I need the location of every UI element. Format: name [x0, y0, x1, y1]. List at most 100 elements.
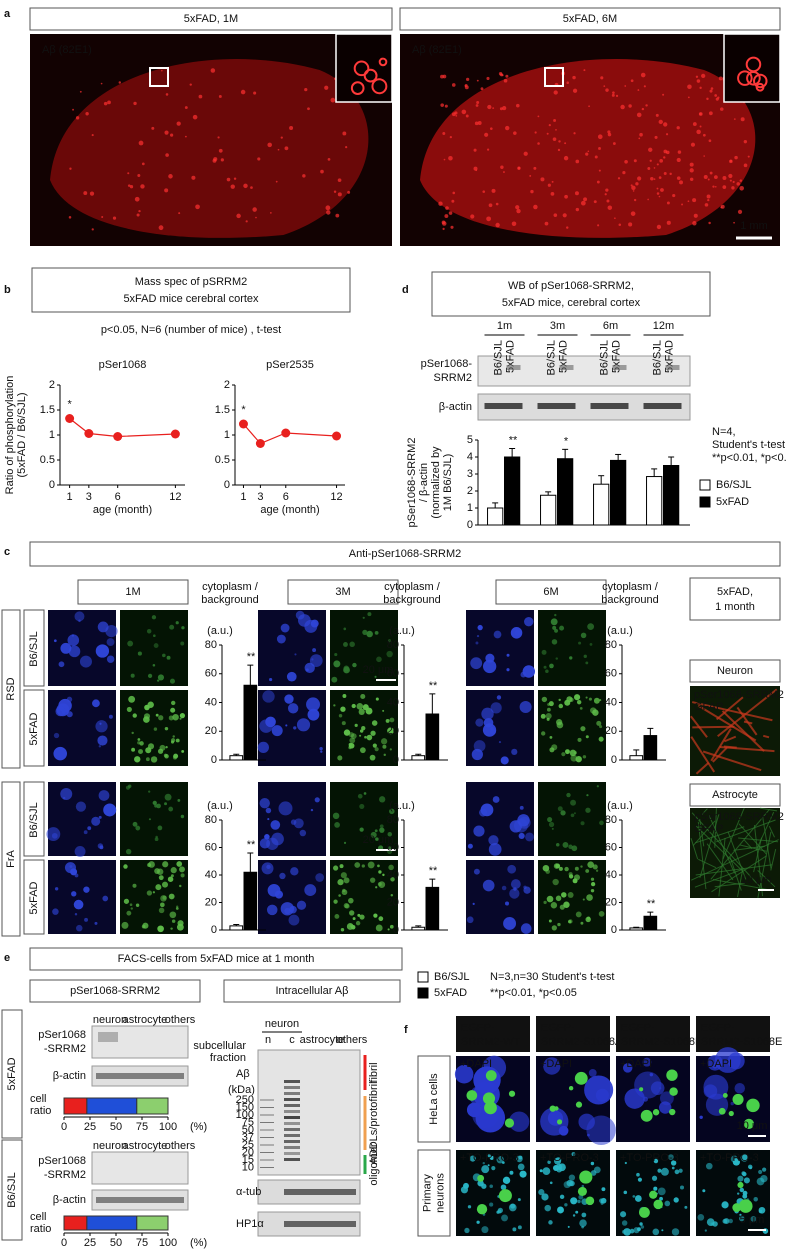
error-bar [429, 693, 436, 714]
micrograph-feature [52, 908, 59, 915]
micrograph-feature [570, 754, 578, 762]
side-header-text: 1 month [715, 601, 755, 613]
micrograph-feature [369, 877, 376, 883]
plaque [713, 175, 718, 179]
micrograph-feature [266, 864, 271, 869]
bar-segment [86, 1097, 138, 1115]
micrograph-feature [376, 656, 382, 663]
speckle [504, 1118, 515, 1128]
micrograph [536, 1150, 610, 1236]
micrograph-feature [509, 1170, 514, 1175]
micrograph-feature [386, 650, 393, 658]
x-tick-label: 0 [61, 1121, 67, 1133]
micrograph-feature [284, 694, 294, 704]
micrograph-feature [315, 873, 325, 882]
speckle [498, 1189, 512, 1203]
plaque [676, 176, 681, 180]
micrograph-feature [60, 787, 73, 800]
micrograph-feature [517, 1225, 522, 1230]
y-tick-label: 0 [611, 924, 617, 936]
band [484, 403, 523, 409]
bar [643, 915, 658, 931]
micrograph-feature [653, 1158, 659, 1164]
micrograph-feature [473, 868, 480, 875]
blot [91, 1025, 189, 1059]
micrograph-feature [567, 1225, 570, 1228]
micrograph-feature [466, 916, 474, 924]
plaque [566, 226, 569, 229]
micrograph-feature [570, 799, 577, 806]
y-tick-label: 2 [224, 379, 230, 391]
micrograph-feature [590, 1161, 595, 1166]
micrograph-feature [476, 1220, 480, 1224]
micrograph-feature [348, 897, 354, 904]
plaque [91, 228, 94, 231]
micrograph-feature [670, 1160, 677, 1166]
micrograph-feature [690, 736, 716, 773]
plaque [614, 217, 616, 220]
speckle [738, 1199, 753, 1213]
plaque [129, 185, 134, 189]
micrograph-feature [152, 800, 157, 806]
micrograph-feature [489, 1184, 494, 1189]
micrograph-feature [633, 1227, 640, 1234]
micrograph-feature [517, 1163, 525, 1171]
plaque [624, 85, 627, 87]
plaque [505, 74, 509, 78]
y-tick-label: 4 [467, 451, 473, 463]
micrograph-feature [642, 1057, 652, 1067]
y-axis-label: (normalized by [430, 446, 442, 519]
micrograph-feature [105, 624, 118, 638]
lane-label: B6/SJL [492, 340, 504, 375]
micrograph-feature [520, 923, 532, 934]
micrograph-feature [512, 1227, 517, 1232]
speckle [477, 1174, 485, 1182]
band [284, 1086, 300, 1089]
micrograph-feature [343, 877, 350, 884]
plaque [699, 125, 702, 128]
inset-plaque [737, 70, 753, 86]
micrograph-feature [162, 861, 169, 868]
construct-label: EGFP- [621, 1022, 655, 1034]
plaque [733, 221, 735, 224]
sub-header-text: Intracellular Aβ [276, 985, 349, 997]
micrograph-feature [739, 1215, 745, 1222]
plaque [511, 221, 517, 226]
inset-plaque [378, 57, 388, 67]
plaque [633, 198, 637, 202]
y-tick-label: 80 [205, 814, 217, 826]
micrograph-feature [548, 919, 552, 923]
micrograph-feature [378, 916, 384, 922]
x-unit-label: (%) [190, 1237, 207, 1249]
box-text: WB of pSer1068-SRRM2, [508, 280, 634, 292]
micrograph-feature [390, 877, 395, 882]
plaque [476, 79, 479, 82]
plaque [170, 133, 174, 137]
micrograph-feature [650, 1081, 665, 1095]
plaque [236, 213, 241, 219]
micrograph-feature [502, 1161, 505, 1164]
stain-label: +DAPI [460, 1058, 492, 1070]
y-tick-label: 80 [605, 814, 617, 826]
ratio-label: cytoplasm / [602, 581, 659, 593]
micrograph-feature [621, 1220, 628, 1226]
genotype-box [23, 781, 45, 857]
inset [723, 33, 781, 103]
micrograph-feature [653, 1186, 658, 1191]
micrograph-feature [164, 726, 169, 731]
micrograph-feature [564, 866, 569, 872]
micrograph-feature [702, 750, 762, 772]
y-tick-label: 80 [205, 639, 217, 651]
micrograph-feature [175, 907, 179, 910]
micrograph-feature [580, 865, 583, 868]
micrograph-feature [489, 1202, 494, 1207]
y-axis-label: (a.u.) [607, 625, 633, 637]
micrograph-feature [380, 738, 388, 745]
micrograph-feature [358, 708, 365, 715]
micrograph-feature [299, 829, 307, 837]
error-bar [668, 456, 675, 466]
plaque [712, 185, 715, 188]
data-point [281, 428, 291, 438]
blot-label: -SRRM2 [44, 1043, 86, 1055]
y-tick-label: 2 [49, 379, 55, 391]
